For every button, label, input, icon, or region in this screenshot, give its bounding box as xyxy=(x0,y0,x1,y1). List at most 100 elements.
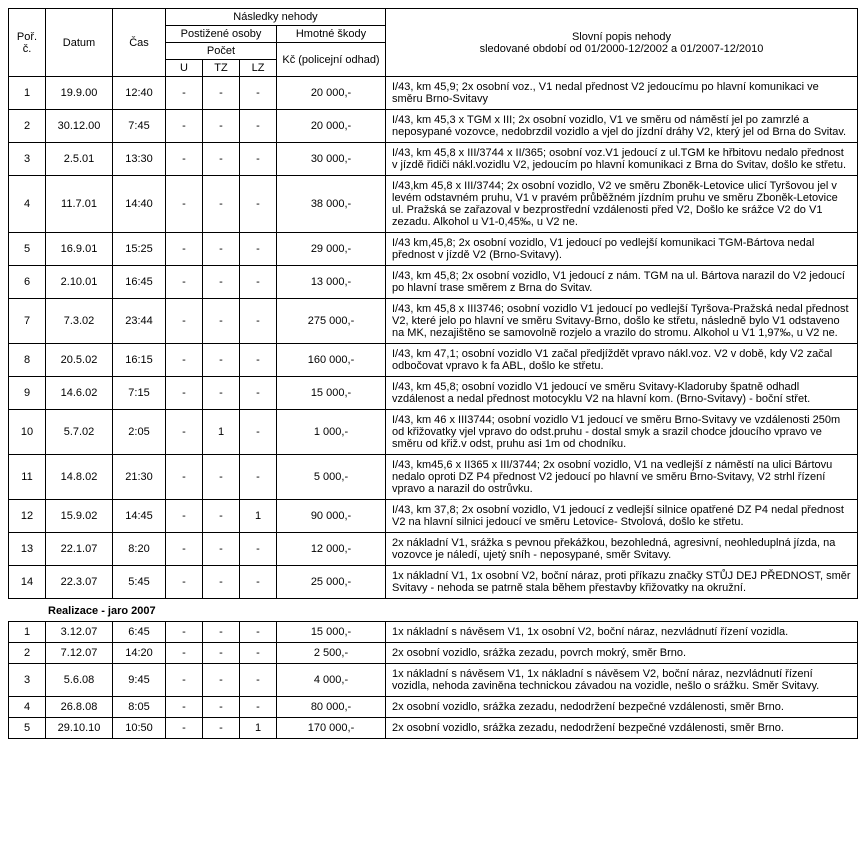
table-row: 529.10.1010:50--1170 000,-2x osobní vozi… xyxy=(9,718,858,739)
cell: - xyxy=(166,233,203,266)
cell: 1x nákladní s návěsem V1, 1x osobní V2, … xyxy=(386,622,858,643)
cell: - xyxy=(240,299,277,344)
cell: 14:40 xyxy=(113,176,166,233)
cell: 38 000,- xyxy=(277,176,386,233)
cell: 4 xyxy=(9,697,46,718)
cell: 80 000,- xyxy=(277,697,386,718)
cell: - xyxy=(166,299,203,344)
cell: - xyxy=(240,266,277,299)
header-lz: LZ xyxy=(240,60,277,77)
cell: - xyxy=(240,233,277,266)
header-u: U xyxy=(166,60,203,77)
cell: 5.7.02 xyxy=(46,410,113,455)
cell: - xyxy=(203,77,240,110)
cell: - xyxy=(203,344,240,377)
table-row: 35.6.089:45---4 000,-1x nákladní s návěs… xyxy=(9,664,858,697)
cell: 3.12.07 xyxy=(46,622,113,643)
cell: 14:45 xyxy=(113,500,166,533)
cell: 1x nákladní V1, 1x osobní V2, boční nára… xyxy=(386,566,858,599)
cell: 7.3.02 xyxy=(46,299,113,344)
cell: 2.10.01 xyxy=(46,266,113,299)
table-row: 13.12.076:45---15 000,-1x nákladní s náv… xyxy=(9,622,858,643)
table-row: 1422.3.075:45---25 000,-1x nákladní V1, … xyxy=(9,566,858,599)
cell: 15:25 xyxy=(113,233,166,266)
cell: 30.12.00 xyxy=(46,110,113,143)
cell: - xyxy=(203,266,240,299)
cell: 2x nákladní V1, srážka s pevnou překážko… xyxy=(386,533,858,566)
cell: 2.5.01 xyxy=(46,143,113,176)
cell: 7:45 xyxy=(113,110,166,143)
cell: I/43, km 37,8; 2x osobní vozidlo, V1 jed… xyxy=(386,500,858,533)
cell: - xyxy=(240,455,277,500)
cell: - xyxy=(240,176,277,233)
cell: 2 xyxy=(9,110,46,143)
cell: - xyxy=(240,377,277,410)
cell: 90 000,- xyxy=(277,500,386,533)
cell: 30 000,- xyxy=(277,143,386,176)
cell: 7 xyxy=(9,299,46,344)
cell: 1 xyxy=(240,500,277,533)
cell: I/43, km 46 x III3744; osobní vozidlo V1… xyxy=(386,410,858,455)
cell: I/43, km 45,8 x III3746; osobní vozidlo … xyxy=(386,299,858,344)
table-row: 27.12.0714:20---2 500,-2x osobní vozidlo… xyxy=(9,643,858,664)
cell: - xyxy=(240,643,277,664)
cell: 10 xyxy=(9,410,46,455)
cell: - xyxy=(203,622,240,643)
table-header: Poř. č. Datum Čas Následky nehody Slovní… xyxy=(9,9,858,77)
cell: 170 000,- xyxy=(277,718,386,739)
header-popis-title: Slovní popis nehody xyxy=(392,31,851,43)
header-tz: TZ xyxy=(203,60,240,77)
cell: I/43, km45,6 x II365 x III/3744; 2x osob… xyxy=(386,455,858,500)
cell: - xyxy=(240,697,277,718)
cell: I/43, km 47,1; osobní vozidlo V1 začal p… xyxy=(386,344,858,377)
cell: 1 xyxy=(9,622,46,643)
cell: 16:15 xyxy=(113,344,166,377)
cell: 1 000,- xyxy=(277,410,386,455)
cell: 22.1.07 xyxy=(46,533,113,566)
cell: 2x osobní vozidlo, srážka zezadu, nedodr… xyxy=(386,697,858,718)
cell: - xyxy=(166,500,203,533)
cell: 12 xyxy=(9,500,46,533)
cell: 4 xyxy=(9,176,46,233)
table-row: 105.7.022:05-1-1 000,-I/43, km 46 x III3… xyxy=(9,410,858,455)
header-por: Poř. č. xyxy=(9,9,46,77)
table-row: 1114.8.0221:30---5 000,-I/43, km45,6 x I… xyxy=(9,455,858,500)
cell: - xyxy=(240,410,277,455)
table-row: 516.9.0115:25---29 000,-I/43 km,45,8; 2x… xyxy=(9,233,858,266)
cell: - xyxy=(166,344,203,377)
cell: I/43, km 45,8; osobní vozidlo V1 jedoucí… xyxy=(386,377,858,410)
cell: - xyxy=(203,718,240,739)
cell: 16.9.01 xyxy=(46,233,113,266)
cell: 19.9.00 xyxy=(46,77,113,110)
cell: 3 xyxy=(9,143,46,176)
section-label: Realizace - jaro 2007 xyxy=(8,599,866,621)
cell: 29.10.10 xyxy=(46,718,113,739)
cell: - xyxy=(203,233,240,266)
cell: 11.7.01 xyxy=(46,176,113,233)
header-postizene: Postižené osoby xyxy=(166,26,277,43)
cell: I/43, km 45,8 x III/3744 x II/365; osobn… xyxy=(386,143,858,176)
cell: 8 xyxy=(9,344,46,377)
cell: - xyxy=(166,622,203,643)
cell: - xyxy=(203,566,240,599)
cell: 29 000,- xyxy=(277,233,386,266)
cell: I/43, km 45,9; 2x osobní voz., V1 nedal … xyxy=(386,77,858,110)
cell: - xyxy=(166,143,203,176)
table-row: 1322.1.078:20---12 000,-2x nákladní V1, … xyxy=(9,533,858,566)
cell: - xyxy=(203,143,240,176)
cell: - xyxy=(166,533,203,566)
header-hmotne: Hmotné škody xyxy=(277,26,386,43)
cell: 20 000,- xyxy=(277,77,386,110)
cell: 1x nákladní s návěsem V1, 1x nákladní s … xyxy=(386,664,858,697)
cell: 8:05 xyxy=(113,697,166,718)
cell: 6:45 xyxy=(113,622,166,643)
header-nasledky: Následky nehody xyxy=(166,9,386,26)
cell: 5.6.08 xyxy=(46,664,113,697)
header-pocet: Počet xyxy=(166,43,277,60)
cell: - xyxy=(203,533,240,566)
cell: 2x osobní vozidlo, srážka zezadu, povrch… xyxy=(386,643,858,664)
header-cas: Čas xyxy=(113,9,166,77)
table-body-2: 13.12.076:45---15 000,-1x nákladní s náv… xyxy=(9,622,858,739)
cell: - xyxy=(240,344,277,377)
table-row: 426.8.088:05---80 000,-2x osobní vozidlo… xyxy=(9,697,858,718)
